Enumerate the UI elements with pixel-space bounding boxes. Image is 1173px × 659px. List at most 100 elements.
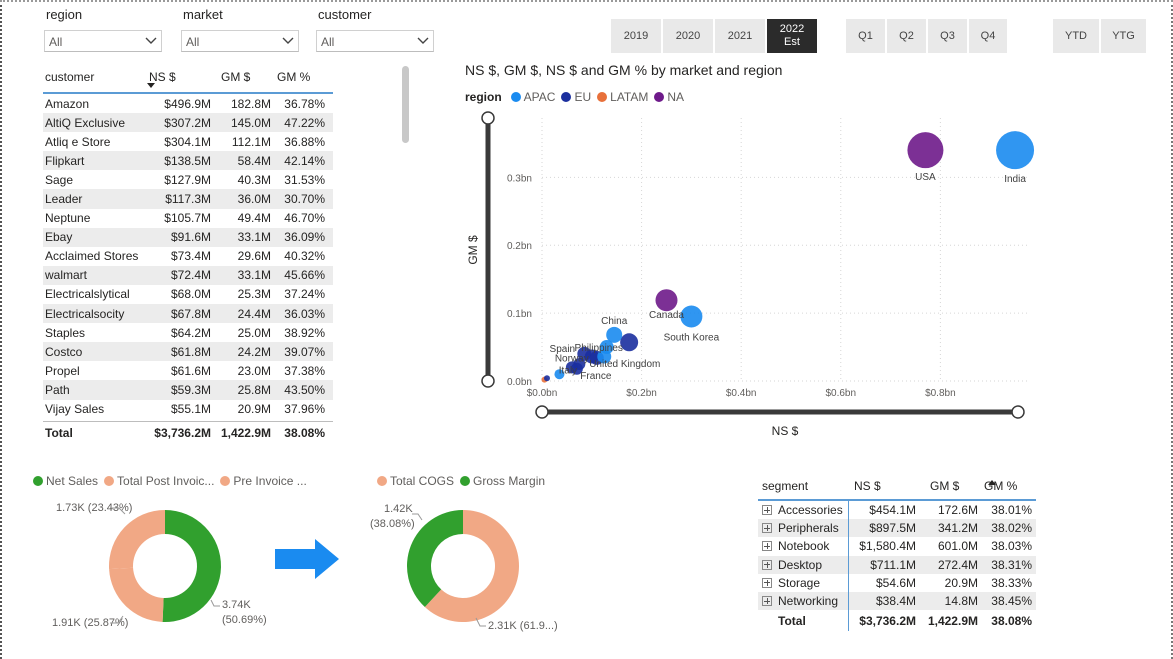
table-row[interactable]: Notebook $1,580.4M 601.0M 38.03%	[758, 537, 1036, 555]
legend-label-latam[interactable]: LATAM	[610, 90, 649, 104]
column-header-gm[interactable]: GM $	[221, 70, 251, 84]
donut-slice-total-post-invoice[interactable]	[109, 567, 164, 622]
expand-plus-icon[interactable]	[762, 541, 772, 552]
table-row[interactable]: Atliq e Store $304.1M 112.1M 36.88%	[43, 132, 333, 151]
column-header-customer[interactable]: customer	[45, 70, 95, 84]
legend-label-total-cogs[interactable]: Total COGS	[390, 474, 455, 488]
quarter-button-q2[interactable]: Q2	[887, 19, 926, 53]
table-row[interactable]: Flipkart $138.5M 58.4M 42.14%	[43, 151, 333, 171]
year-button-2021[interactable]: 2021	[715, 19, 765, 53]
quarter-button-q3[interactable]: Q3	[928, 19, 967, 53]
bubble-apac[interactable]	[597, 349, 612, 364]
flow-arrow-icon	[275, 539, 339, 579]
bubble-label: France	[580, 371, 612, 382]
ns-cell: $68.0M	[170, 287, 211, 302]
sort-descending-icon	[147, 83, 155, 88]
slicer-title: region	[46, 7, 83, 22]
table-row[interactable]: Neptune $105.7M 49.4M 46.70%	[43, 209, 333, 228]
table-row[interactable]: Propel $61.6M 23.0M 37.38%	[43, 361, 333, 380]
table-row[interactable]: walmart $72.4M 33.1M 45.66%	[43, 265, 333, 285]
customer-dropdown[interactable]: All	[316, 30, 434, 52]
table-row[interactable]: Storage $54.6M 20.9M 38.33%	[758, 574, 1036, 592]
expand-plus-icon[interactable]	[762, 559, 772, 570]
legend-label-apac[interactable]: APAC	[523, 90, 556, 104]
bubble-eu[interactable]	[620, 333, 639, 352]
table-row[interactable]: Acclaimed Stores $73.4M 29.6M 40.32%	[43, 247, 333, 266]
x-tick-label: $0.8bn	[925, 388, 956, 399]
donut-slice-net-sales[interactable]	[162, 510, 221, 622]
x-zoom-handle-right[interactable]	[1011, 405, 1025, 419]
region-dropdown[interactable]: All	[44, 30, 162, 52]
bubble-usa[interactable]	[907, 132, 944, 169]
bubble-south-korea[interactable]	[680, 305, 703, 328]
table-row[interactable]: Electricalslytical $68.0M 25.3M 37.24%	[43, 285, 333, 304]
legend-label-eu[interactable]: EU	[574, 90, 592, 104]
column-header-ns[interactable]: NS $	[854, 478, 881, 493]
table-row[interactable]: Amazon $496.9M 182.8M 36.78%	[43, 94, 333, 113]
donut-slice-pre-invoice[interactable]	[109, 510, 165, 570]
table-row[interactable]: Electricalsocity $67.8M 24.4M 36.03%	[43, 304, 333, 324]
column-header-gm[interactable]: GM $	[930, 478, 960, 493]
legend-label-na[interactable]: NA	[667, 90, 685, 104]
table-row[interactable]: Networking $38.4M 14.8M 38.45%	[758, 591, 1036, 611]
column-header-gm-pct[interactable]: GM %	[984, 478, 1018, 493]
market-dropdown[interactable]: All	[181, 30, 299, 52]
chevron-down-icon	[145, 37, 157, 44]
segment-cell: Networking	[758, 594, 848, 608]
gm-cell: 112.1M	[231, 134, 271, 149]
segment-label: Notebook	[778, 539, 830, 554]
table-scrollbar[interactable]	[402, 66, 409, 143]
year-button-2022-est[interactable]: 2022 Est	[767, 19, 817, 53]
table-row[interactable]: Desktop $711.1M 272.4M 38.31%	[758, 555, 1036, 574]
sort-ascending-icon	[988, 480, 996, 485]
quarter-button-q4[interactable]: Q4	[969, 19, 1007, 53]
bubble-apac[interactable]	[554, 369, 565, 380]
table-row[interactable]: Costco $61.8M 24.2M 39.07%	[43, 342, 333, 362]
donut1-leader-lines	[110, 507, 220, 624]
year-button-2020[interactable]: 2020	[663, 19, 713, 53]
table-row[interactable]: Peripherals $897.5M 341.2M 38.02%	[758, 519, 1036, 538]
expand-plus-icon[interactable]	[762, 577, 772, 588]
legend-label-pre-invoice[interactable]: Pre Invoice ...	[233, 474, 307, 488]
column-header-segment[interactable]: segment	[762, 478, 809, 493]
bubble-india[interactable]	[996, 131, 1035, 170]
table-row[interactable]: Leader $117.3M 36.0M 30.70%	[43, 189, 333, 209]
y-zoom-handle-top[interactable]	[481, 111, 495, 125]
table-row[interactable]: Accessories $454.1M 172.6M 38.01%	[758, 501, 1036, 519]
table-body: Amazon $496.9M 182.8M 36.78% AltiQ Exclusive…	[43, 94, 333, 419]
table-row[interactable]: Ebay $91.6M 33.1M 36.09%	[43, 227, 333, 247]
x-zoom-handle-left[interactable]	[535, 405, 549, 419]
legend-label-net-sales[interactable]: Net Sales	[46, 474, 99, 488]
table-row[interactable]: Vijay Sales $55.1M 20.9M 37.96%	[43, 400, 333, 419]
gm-pct-cell: 38.02%	[991, 521, 1032, 536]
ns-cell: $91.6M	[170, 230, 211, 245]
gm-cell: 20.9M	[944, 575, 978, 590]
expand-plus-icon[interactable]	[762, 505, 772, 516]
bubble-china[interactable]	[606, 326, 623, 343]
customer-slicer: customer All	[316, 6, 434, 52]
column-header-gm-pct[interactable]: GM %	[277, 70, 311, 84]
total-gm-pct: 38.08%	[284, 425, 325, 440]
table-row[interactable]: Sage $127.9M 40.3M 31.53%	[43, 170, 333, 189]
legend-label-gross-margin[interactable]: Gross Margin	[473, 474, 546, 488]
gm-cell: 14.8M	[944, 594, 978, 609]
bubble-france[interactable]	[570, 362, 583, 375]
period-button-ytd[interactable]: YTD	[1053, 19, 1099, 53]
chevron-down-icon	[417, 37, 429, 44]
period-button-ytg[interactable]: YTG	[1101, 19, 1146, 53]
legend-label-post-invoice[interactable]: Total Post Invoic...	[117, 474, 215, 488]
donut-slice-gross-margin[interactable]	[407, 510, 463, 608]
expand-plus-icon[interactable]	[762, 523, 772, 534]
quarter-button-q1[interactable]: Q1	[846, 19, 885, 53]
gm-pct-cell: 30.70%	[284, 192, 325, 207]
year-button-2019[interactable]: 2019	[611, 19, 661, 53]
column-header-ns[interactable]: NS $	[149, 70, 176, 84]
table-row[interactable]: AltiQ Exclusive $307.2M 145.0M 47.22%	[43, 113, 333, 133]
table-row[interactable]: Path $59.3M 25.8M 43.50%	[43, 380, 333, 400]
y-zoom-handle-bottom[interactable]	[481, 374, 495, 388]
table-row[interactable]: Staples $64.2M 25.0M 38.92%	[43, 323, 333, 342]
donut-slice-total-cogs[interactable]	[424, 510, 519, 622]
expand-plus-icon[interactable]	[762, 596, 772, 607]
bubble-eu[interactable]	[543, 375, 550, 382]
bubble-canada[interactable]	[655, 289, 678, 312]
